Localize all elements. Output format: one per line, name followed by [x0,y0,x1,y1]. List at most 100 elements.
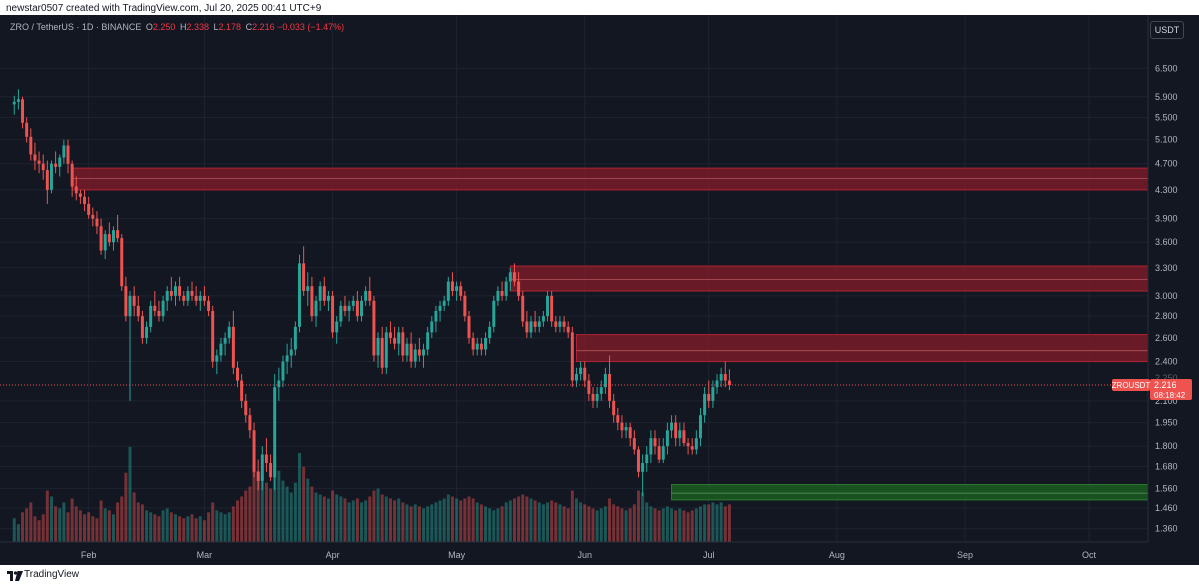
candle-body [727,380,731,386]
price-tick-label: 2.400 [1155,357,1178,367]
candle-body [111,230,115,243]
volume-bar [16,524,20,542]
volume-bar [372,490,376,542]
volume-bar [326,498,330,542]
resistance-zone [71,167,1149,191]
candle-body [723,374,727,381]
volume-bar [91,516,95,542]
countdown-label: 08:18:42 [1154,391,1186,400]
volume-bar [264,482,268,542]
candle-body [475,343,479,350]
candlestick-chart[interactable]: 6.500 5.900 5.500 5.100 4.700 4.300 3.900 3.600… [0,15,1199,565]
candle-body [326,295,330,301]
volume-bar [690,510,694,542]
candle-body [264,454,268,464]
candle-body [525,321,529,333]
time-tick-label: May [448,550,466,560]
candle-body [422,349,426,356]
candle-body [54,163,58,167]
volume-bar [194,518,198,542]
volume-bar [583,504,587,542]
candle-body [248,415,252,431]
candle-body [120,238,124,287]
candle-body [446,281,450,301]
candle-body [169,290,173,296]
candle-body [124,286,128,317]
candle-body [508,272,512,282]
candle-body [459,286,463,296]
price-tick-label: 1.460 [1155,503,1178,513]
volume-bar [727,504,731,542]
volume-bar [566,508,570,542]
candle-body [649,438,653,455]
candle-body [393,337,397,344]
volume-bar [116,502,120,542]
volume-bar [95,518,99,542]
volume-bar [409,506,413,542]
candle-body [550,295,554,322]
volume-bar [302,466,306,542]
volume-bar [33,516,37,542]
candle-body [318,286,322,301]
candle-body [211,310,215,362]
candle-body [645,454,649,464]
candle-body [310,286,314,317]
volume-bar [368,496,372,542]
candle-body [657,446,661,460]
volume-bar [446,494,450,542]
candle-body [467,316,471,338]
candle-body [504,281,508,296]
candle-body [91,214,95,219]
zones-layer [71,167,1149,501]
brand-name[interactable]: TradingView [24,569,80,580]
volume-bar [198,516,202,542]
candle-body [95,218,99,227]
candle-body [140,316,144,338]
volume-bar [628,508,632,542]
volume-bar [496,508,500,542]
volume-bar [219,512,223,542]
volume-bar [87,512,91,542]
volume-bar [169,512,173,542]
volume-bar [136,502,140,542]
volume-bar [455,498,459,542]
candle-body [388,332,392,338]
volume-bar [37,520,41,542]
tradingview-logo-icon[interactable] [7,571,23,581]
price-tick-label: 3.300 [1155,263,1178,273]
candle-body [62,145,66,158]
volume-bar [289,492,293,542]
volume-bar [484,506,488,542]
volume-bar [442,498,446,542]
volume-bar [322,496,326,542]
volume-bar [314,492,318,542]
candle-body [240,380,244,401]
candle-body [570,332,574,381]
candle-body [413,349,417,362]
volume-bar [153,514,157,542]
candle-body [719,374,723,381]
candle-body [558,321,562,327]
volume-bar [186,516,190,542]
candle-body [252,430,256,472]
chart-panel[interactable]: 6.500 5.900 5.500 5.100 4.700 4.300 3.900 3.600… [0,15,1199,565]
volume-bar [41,514,45,542]
candle-body [343,305,347,311]
volume-bar [49,496,53,542]
currency-button[interactable]: USDT [1150,21,1184,39]
candle-body [641,463,645,472]
volume-bar [256,470,260,542]
price-tick-label: 3.000 [1155,291,1178,301]
volume-bar [438,500,442,542]
candle-body [463,295,467,317]
volume-bar [211,502,215,542]
candle-body [715,380,719,388]
candle-body [25,122,29,137]
time-tick-label: Oct [1082,550,1097,560]
candle-body [438,305,442,311]
volume-bar [707,504,711,542]
candle-body [417,349,421,356]
volume-bar [182,518,186,542]
candle-body [149,305,153,327]
candle-body [517,281,521,296]
